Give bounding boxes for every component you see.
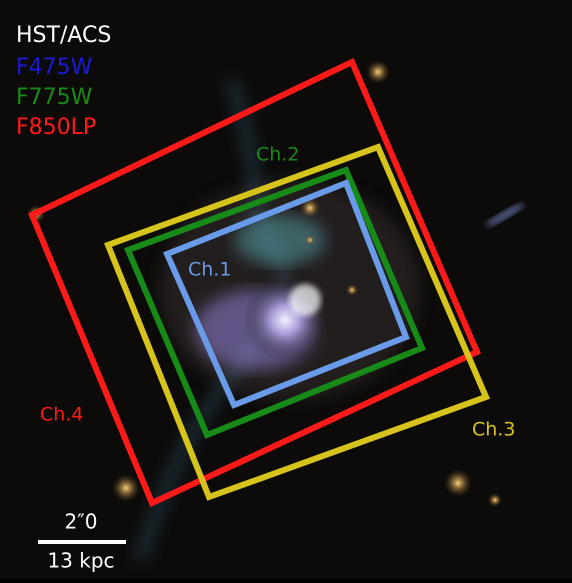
scale-angular: 2″0 — [65, 510, 98, 534]
legend-filter: F775W — [16, 85, 93, 110]
page: Ch.1 Ch.2 Ch.3 Ch.4 HST/ACS F475W F775W … — [0, 0, 572, 579]
scale-physical: 13 kpc — [47, 549, 114, 573]
channel-label: Ch.1 — [188, 259, 231, 281]
channel-label: Ch.2 — [256, 144, 299, 166]
channel-label: Ch.3 — [472, 419, 515, 441]
image: Ch.1 Ch.2 Ch.3 Ch.4 HST/ACS F475W F775W … — [0, 0, 572, 579]
legend-title: HST/ACS — [16, 23, 111, 48]
legend-filter: F850LP — [16, 115, 96, 140]
legend-filter: F475W — [16, 55, 93, 80]
channel-label: Ch.4 — [40, 404, 83, 426]
